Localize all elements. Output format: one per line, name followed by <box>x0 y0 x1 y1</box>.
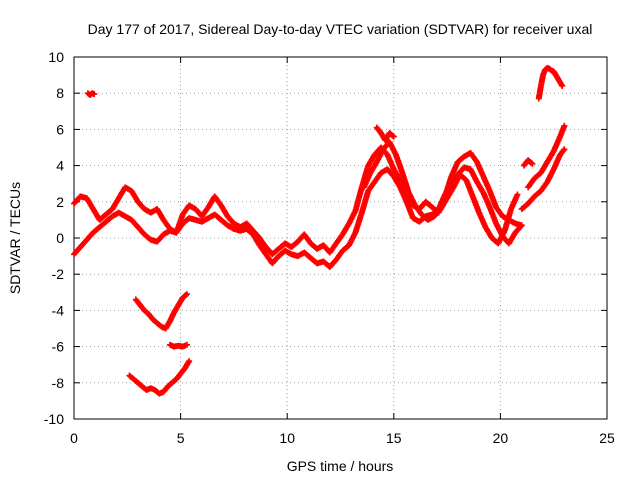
y-tick-labels: -10 -8 -6 -4 -2 0 2 4 6 8 10 <box>44 49 64 427</box>
y-tick-label: 2 <box>56 194 64 210</box>
marker-upper-b <box>518 222 525 229</box>
marker-peak-14.3 <box>390 133 397 140</box>
y-axis-label: SDTVAR / TECUs <box>7 182 23 294</box>
x-tick-label: 25 <box>599 430 615 446</box>
x-axis-label: GPS time / hours <box>287 458 394 474</box>
y-tick-label: 4 <box>56 158 64 174</box>
marker-peak-14.3 <box>389 132 396 139</box>
marker-late-hook <box>529 160 536 167</box>
y-tick-label: -6 <box>52 339 65 355</box>
marker-upper-b <box>517 223 524 230</box>
marker-lower-1 <box>183 291 190 298</box>
x-tick-labels: 0 5 10 15 20 25 <box>70 430 615 446</box>
y-tick-label: 10 <box>48 49 64 65</box>
y-tick-label: 6 <box>56 121 64 137</box>
y-tick-label: -2 <box>52 266 65 282</box>
marker-lower-3 <box>186 358 193 365</box>
x-tick-label: 15 <box>386 430 402 446</box>
marker-lower-1 <box>182 292 189 299</box>
chart-title: Day 177 of 2017, Sidereal Day-to-day VTE… <box>88 21 593 37</box>
marker-arch-22 <box>559 82 566 89</box>
x-tick-label: 10 <box>279 430 295 446</box>
x-tick-label: 0 <box>70 430 78 446</box>
y-tick-label: -8 <box>52 375 65 391</box>
marker-spike-0.8 <box>91 91 98 98</box>
marker-late-rise <box>561 146 568 153</box>
y-tick-label: -10 <box>44 411 64 427</box>
marker-lower-2 <box>183 341 190 348</box>
y-tick-label: 8 <box>56 85 64 101</box>
x-tick-label: 5 <box>177 430 185 446</box>
x-tick-label: 20 <box>493 430 509 446</box>
marker-late-hook <box>528 159 535 166</box>
marker-late-climb <box>561 122 568 129</box>
y-tick-label: 0 <box>56 230 64 246</box>
y-tick-label: -4 <box>52 302 65 318</box>
data-markers <box>71 64 568 397</box>
axis-ticks <box>73 56 608 420</box>
marker-late-rise <box>560 147 567 154</box>
marker-upper-c <box>514 191 521 198</box>
